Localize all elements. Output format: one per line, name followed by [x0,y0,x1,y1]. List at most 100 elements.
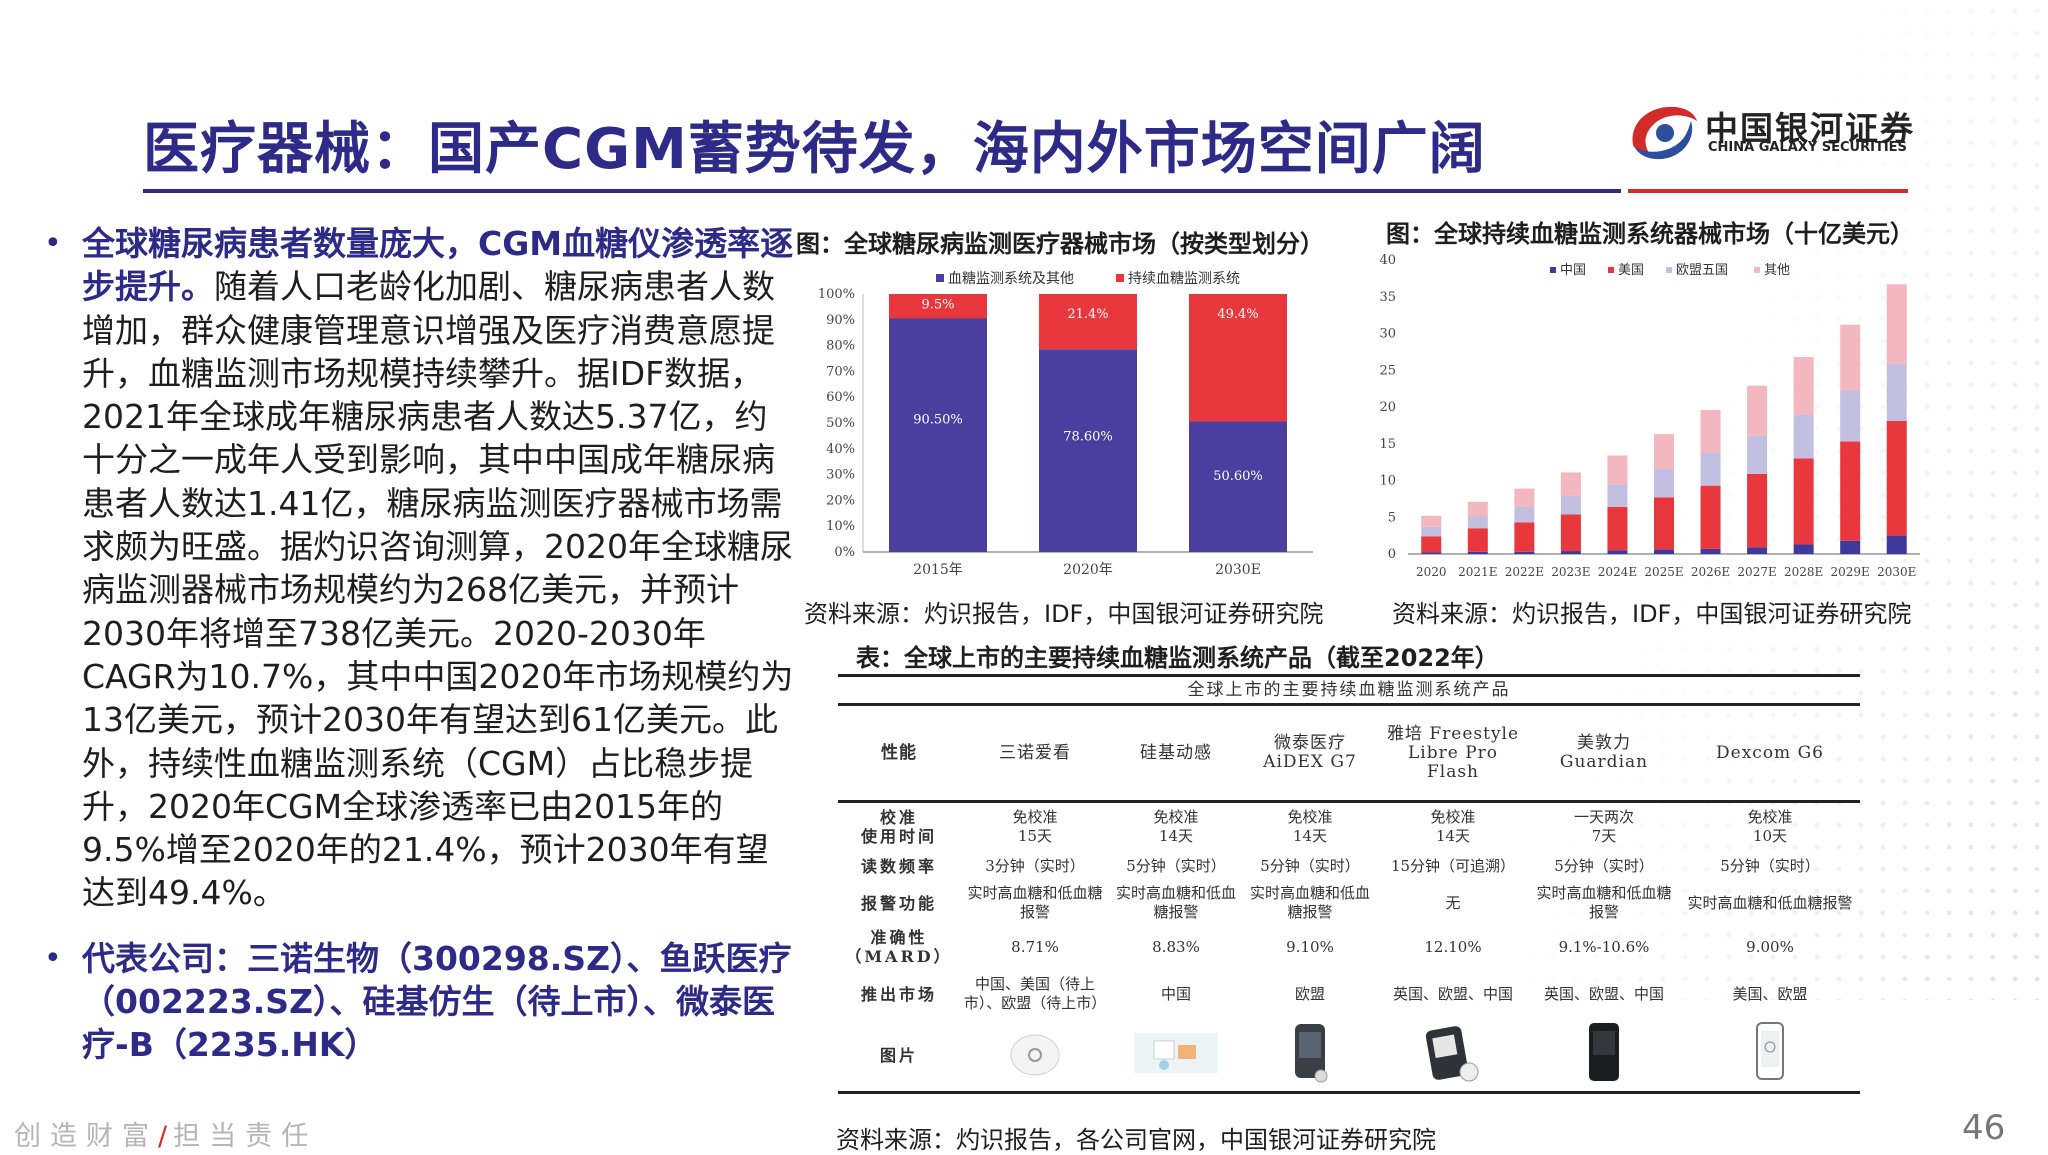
y-tick-label: 10% [826,519,855,534]
table-cell: 3分钟（实时） [985,856,1085,875]
bullet-representative-companies: 代表公司：三诺生物（300298.SZ）、鱼跃医疗（002223.SZ）、硅基仿… [40,937,800,1067]
bar-segment [1189,421,1287,552]
bar-segment [1886,535,1907,554]
bar-segment [1654,469,1674,498]
table-cell: 英国、欧盟、中国 [1392,984,1513,1003]
bar-segment [1747,547,1768,554]
bar-segment [1560,551,1581,554]
x-tick-label: 2025E [1644,565,1683,579]
table-cell: 实时高血糖和低血糖报警 [967,884,1103,921]
y-tick-label: 25 [1379,363,1396,378]
bar-segment [1700,485,1721,549]
bullet-market-overview: 全球糖尿病患者数量庞大，CGM血糖仪渗透率逐步提升。随着人口老龄化加剧、糖尿病患… [40,222,800,915]
legend-label: 持续血糖监测系统 [1128,270,1240,287]
product-image-microtech-aidex [1242,1019,1378,1094]
legend-swatch [1550,267,1556,273]
table-cell: 中国 [1160,984,1191,1003]
y-tick-label: 20 [1379,400,1396,415]
row-label: 推出市场 [860,984,937,1004]
bullet-heading: 全球糖尿病患者数量庞大，CGM血糖仪渗透率逐步提升。 [82,224,794,307]
table-cell: 无 [1445,893,1461,912]
legend-label: 欧盟五国 [1676,263,1728,278]
page-title: 医疗器械：国产CGM蓄势待发，海内外市场空间广阔 [143,117,1486,182]
legend-swatch [1608,267,1614,273]
table-cell: 9.1%-10.6% [1558,937,1650,956]
cgm-products-table: 全球上市的主要持续血糖监测系统产品 性能 三诺爱看 硅基动感 微泰医疗 AiDEX G… [838,674,1860,1094]
row-label: 准确性 （MARD） [845,928,953,966]
footer-slogan: 创造财富/担当责任 [14,1114,317,1153]
bar-segment [889,294,987,319]
bar-segment [1421,526,1442,537]
table-cell: 5分钟（实时） [1720,856,1820,875]
y-tick-label: 15 [1379,437,1396,452]
table-cell: 实时高血糖和低血糖报警 [1536,884,1672,921]
x-tick-label: 2020年 [1063,562,1113,578]
data-label: 9.5% [921,298,954,313]
bar-segment [1840,390,1861,442]
table-cell: 中国、美国（待上市）、欧盟（待上市） [963,975,1107,1012]
bar-segment [1654,497,1674,550]
table-cell: 实时高血糖和低血糖报警 [1687,893,1853,912]
table-header-product: 雅培 Freestyle Libre Pro Flash [1378,704,1528,803]
bar-segment [1700,548,1721,554]
table-row: 推出市场 中国、美国（待上市）、欧盟（待上市） 中国 欧盟 英国、欧盟、中国 英国、欧盟、… [838,969,1860,1019]
chart-cgm-market-size: 0 5 10 15 20 25 30 35 40 2020 2021E 2022E 2023E 2024E… [1379,253,1920,579]
bar-segment [1467,501,1488,517]
bar-segment [1514,551,1535,554]
bar-segment [1560,472,1581,496]
product-image-abbott-libre [1378,1019,1528,1094]
bar-segment [1607,506,1628,551]
bar-segment [1189,294,1287,422]
bar-segment [889,318,987,552]
slogan-part-a: 创造财富 [14,1121,158,1152]
bar-segment [1607,484,1628,507]
bullet-companies: 代表公司：三诺生物（300298.SZ）、鱼跃医疗（002223.SZ）、硅基仿… [82,938,792,1065]
x-tick-label: 2023E [1551,565,1590,579]
table-cell: 美国、欧盟 [1732,984,1808,1003]
data-label: 49.4% [1217,307,1258,322]
bar-segment [1840,324,1861,391]
table-title: 表：全球上市的主要持续血糖监测系统产品（截至2022年） [856,644,1499,672]
x-tick-label: 2029E [1831,565,1870,579]
table-row: 报警功能 实时高血糖和低血糖报警 实时高血糖和低血糖报警 实时高血糖和低血糖报警无实时… [838,881,1860,925]
table-cell: 实时高血糖和低血糖报警 [1115,884,1236,921]
x-tick-label: 2026E [1691,565,1730,579]
table-header-product: 美敦力 Guardian [1528,704,1680,803]
bar-segment [1793,458,1814,545]
legend-swatch [936,274,944,282]
figure2-source: 资料来源：灼识报告，IDF，中国银河证券研究院 [1392,600,1912,628]
bar-segment [1793,544,1814,554]
table-header-product: Dexcom G6 [1680,704,1860,803]
data-label: 90.50% [913,413,963,428]
table-cell: 8.83% [1152,937,1200,956]
bar-segment [1421,515,1442,527]
bar-segment [1747,473,1768,548]
product-image-dexcom-g6 [1680,1019,1860,1094]
table-header-product: 微泰医疗 AiDEX G7 [1242,704,1378,803]
bar-segment [1467,528,1488,552]
table-cell: 8.71% [1011,937,1059,956]
title-underline-blue [143,189,1621,193]
table-row: 准确性 （MARD） 8.71% 8.83% 9.10% 12.10% 9.1%-10.6… [838,925,1860,969]
y-tick-label: 30% [826,468,855,483]
logo-text-en: CHINA GALAXY SECURITIES [1708,140,1907,155]
legend-label: 美国 [1618,263,1644,278]
bar-segment [1700,452,1721,486]
y-tick-label: 40% [826,442,855,457]
y-tick-label: 0% [834,545,855,560]
logo-text-cn: 中国银河证券 [1705,109,1915,148]
bar-segment [1421,536,1442,553]
y-tick-label: 70% [826,364,855,379]
bar-segment [1560,514,1581,552]
figure2-title: 图：全球持续血糖监测系统器械市场（十亿美元） [1386,220,1914,248]
y-tick-label: 0 [1388,547,1396,562]
left-text-block: 全球糖尿病患者数量庞大，CGM血糖仪渗透率逐步提升。随着人口老龄化加剧、糖尿病患… [40,222,800,1067]
table-cell: 12.10% [1424,937,1482,956]
bar-segment [1840,540,1861,554]
table-cell: 5分钟（实时） [1260,856,1360,875]
y-tick-label: 90% [826,313,855,328]
y-tick-label: 30 [1379,327,1396,342]
table-cell: 免校准 15天 [1012,808,1058,845]
y-tick-label: 80% [826,339,855,354]
bar-segment [1560,495,1581,515]
